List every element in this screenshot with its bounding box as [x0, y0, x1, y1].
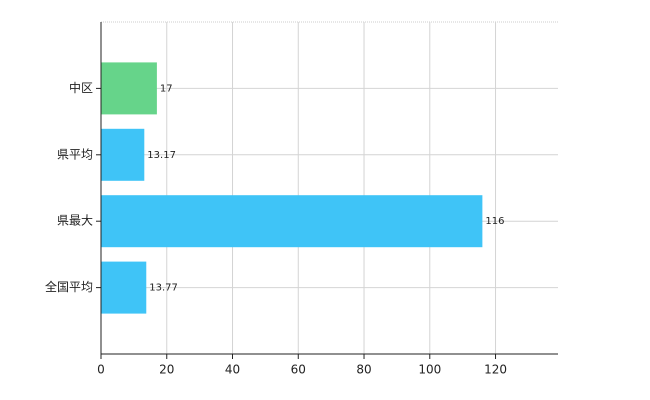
- bar: [101, 62, 157, 115]
- bar: [101, 195, 483, 248]
- y-tick-label: 県平均: [57, 147, 93, 161]
- y-tick-label: 県最大: [57, 214, 93, 228]
- bar: [101, 128, 145, 181]
- value-label: 116: [485, 216, 504, 227]
- bar: [101, 261, 147, 314]
- x-tick-label: 40: [225, 363, 240, 377]
- x-tick-label: 120: [484, 363, 507, 377]
- y-tick-label: 全国平均: [45, 279, 93, 294]
- x-tick-label: 80: [356, 363, 371, 377]
- value-label: 13.17: [147, 150, 176, 161]
- x-tick-label: 20: [159, 363, 174, 377]
- value-label: 13.77: [149, 283, 178, 294]
- x-tick-label: 60: [291, 363, 306, 377]
- x-tick-label: 100: [418, 363, 441, 377]
- value-label: 17: [160, 83, 173, 94]
- y-tick-label: 中区: [69, 80, 93, 95]
- x-tick-label: 0: [97, 363, 105, 377]
